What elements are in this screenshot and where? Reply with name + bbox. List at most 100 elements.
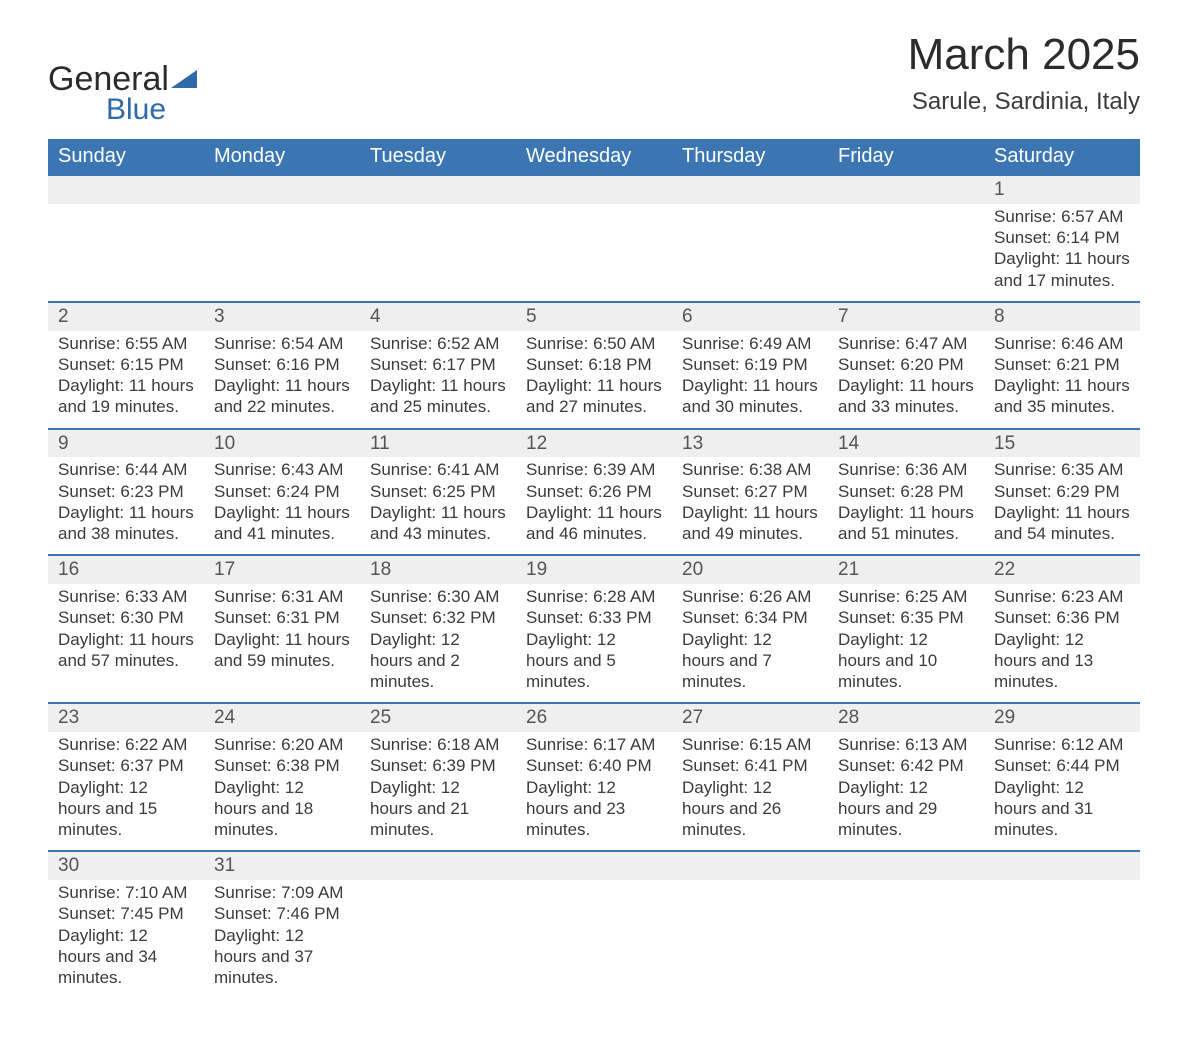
day-cell: Sunrise: 6:15 AMSunset: 6:41 PMDaylight:… (672, 732, 828, 851)
day-cell: Sunrise: 6:35 AMSunset: 6:29 PMDaylight:… (984, 457, 1140, 555)
day-number-cell: 17 (204, 555, 360, 584)
daylight-text: Daylight: 12 hours and 18 minutes. (214, 777, 350, 841)
day-cell: Sunrise: 6:12 AMSunset: 6:44 PMDaylight:… (984, 732, 1140, 851)
week-body-row: Sunrise: 6:33 AMSunset: 6:30 PMDaylight:… (48, 584, 1140, 703)
day-number-cell: 14 (828, 429, 984, 458)
sunrise-text: Sunrise: 6:23 AM (994, 586, 1130, 607)
day-number-cell: 28 (828, 703, 984, 732)
week-body-row: Sunrise: 6:57 AMSunset: 6:14 PMDaylight:… (48, 204, 1140, 302)
day-cell (828, 880, 984, 998)
week-body-row: Sunrise: 6:22 AMSunset: 6:37 PMDaylight:… (48, 732, 1140, 851)
day-number-cell: 2 (48, 302, 204, 331)
week-daynum-row: 9101112131415 (48, 429, 1140, 458)
month-title: March 2025 (908, 30, 1140, 80)
day-cell: Sunrise: 6:36 AMSunset: 6:28 PMDaylight:… (828, 457, 984, 555)
day-number-cell: 4 (360, 302, 516, 331)
daylight-text: Daylight: 12 hours and 21 minutes. (370, 777, 506, 841)
day-number-cell (360, 851, 516, 880)
day-number-cell (672, 175, 828, 204)
sunrise-text: Sunrise: 6:33 AM (58, 586, 194, 607)
day-number-cell: 16 (48, 555, 204, 584)
daylight-text: Daylight: 11 hours and 35 minutes. (994, 375, 1130, 418)
sunset-text: Sunset: 7:46 PM (214, 903, 350, 924)
sunrise-text: Sunrise: 6:57 AM (994, 206, 1130, 227)
day-cell: Sunrise: 6:26 AMSunset: 6:34 PMDaylight:… (672, 584, 828, 703)
daylight-text: Daylight: 12 hours and 31 minutes. (994, 777, 1130, 841)
sunset-text: Sunset: 6:28 PM (838, 481, 974, 502)
week-daynum-row: 23242526272829 (48, 703, 1140, 732)
week-daynum-row: 2345678 (48, 302, 1140, 331)
sunset-text: Sunset: 6:39 PM (370, 755, 506, 776)
sunset-text: Sunset: 6:26 PM (526, 481, 662, 502)
sunset-text: Sunset: 6:16 PM (214, 354, 350, 375)
sunrise-text: Sunrise: 6:35 AM (994, 459, 1130, 480)
day-cell: Sunrise: 6:23 AMSunset: 6:36 PMDaylight:… (984, 584, 1140, 703)
page-header: General Blue March 2025 Sarule, Sardinia… (48, 30, 1140, 127)
day-number-cell: 1 (984, 175, 1140, 204)
sunrise-text: Sunrise: 6:44 AM (58, 459, 194, 480)
sunset-text: Sunset: 6:37 PM (58, 755, 194, 776)
sunrise-text: Sunrise: 6:46 AM (994, 333, 1130, 354)
calendar-header-row: Sunday Monday Tuesday Wednesday Thursday… (48, 139, 1140, 175)
weekday-header: Saturday (984, 139, 1140, 175)
daylight-text: Daylight: 11 hours and 59 minutes. (214, 629, 350, 672)
day-number-cell: 22 (984, 555, 1140, 584)
sunrise-text: Sunrise: 6:41 AM (370, 459, 506, 480)
logo-blue-text: Blue (106, 93, 197, 127)
brand-logo: General Blue (48, 60, 197, 127)
sunset-text: Sunset: 6:35 PM (838, 607, 974, 628)
sunset-text: Sunset: 6:20 PM (838, 354, 974, 375)
sunset-text: Sunset: 6:14 PM (994, 227, 1130, 248)
daylight-text: Daylight: 11 hours and 17 minutes. (994, 248, 1130, 291)
sunrise-text: Sunrise: 6:47 AM (838, 333, 974, 354)
day-cell (984, 880, 1140, 998)
weekday-header: Tuesday (360, 139, 516, 175)
day-number-cell: 15 (984, 429, 1140, 458)
sunset-text: Sunset: 6:23 PM (58, 481, 194, 502)
sunrise-text: Sunrise: 6:39 AM (526, 459, 662, 480)
daylight-text: Daylight: 11 hours and 19 minutes. (58, 375, 194, 418)
day-number-cell: 6 (672, 302, 828, 331)
day-cell: Sunrise: 6:57 AMSunset: 6:14 PMDaylight:… (984, 204, 1140, 302)
day-number-cell: 7 (828, 302, 984, 331)
daylight-text: Daylight: 11 hours and 57 minutes. (58, 629, 194, 672)
day-cell: Sunrise: 6:18 AMSunset: 6:39 PMDaylight:… (360, 732, 516, 851)
day-cell: Sunrise: 6:22 AMSunset: 6:37 PMDaylight:… (48, 732, 204, 851)
day-number-cell (984, 851, 1140, 880)
sunset-text: Sunset: 6:19 PM (682, 354, 818, 375)
sunrise-text: Sunrise: 6:43 AM (214, 459, 350, 480)
logo-triangle-icon (171, 70, 197, 88)
day-number-cell: 21 (828, 555, 984, 584)
day-cell: Sunrise: 6:41 AMSunset: 6:25 PMDaylight:… (360, 457, 516, 555)
day-number-cell: 19 (516, 555, 672, 584)
sunrise-text: Sunrise: 6:50 AM (526, 333, 662, 354)
weekday-header: Thursday (672, 139, 828, 175)
day-cell (516, 204, 672, 302)
daylight-text: Daylight: 11 hours and 51 minutes. (838, 502, 974, 545)
day-number-cell (828, 175, 984, 204)
sunset-text: Sunset: 6:33 PM (526, 607, 662, 628)
day-number-cell: 11 (360, 429, 516, 458)
daylight-text: Daylight: 11 hours and 22 minutes. (214, 375, 350, 418)
sunset-text: Sunset: 6:40 PM (526, 755, 662, 776)
day-cell: Sunrise: 6:43 AMSunset: 6:24 PMDaylight:… (204, 457, 360, 555)
sunrise-text: Sunrise: 6:13 AM (838, 734, 974, 755)
day-cell: Sunrise: 6:30 AMSunset: 6:32 PMDaylight:… (360, 584, 516, 703)
sunset-text: Sunset: 6:30 PM (58, 607, 194, 628)
day-number-cell (828, 851, 984, 880)
day-cell (360, 204, 516, 302)
sunrise-text: Sunrise: 6:28 AM (526, 586, 662, 607)
daylight-text: Daylight: 11 hours and 43 minutes. (370, 502, 506, 545)
day-cell: Sunrise: 6:33 AMSunset: 6:30 PMDaylight:… (48, 584, 204, 703)
day-number-cell (516, 175, 672, 204)
daylight-text: Daylight: 12 hours and 13 minutes. (994, 629, 1130, 693)
daylight-text: Daylight: 11 hours and 33 minutes. (838, 375, 974, 418)
day-number-cell: 5 (516, 302, 672, 331)
day-cell (204, 204, 360, 302)
week-body-row: Sunrise: 7:10 AMSunset: 7:45 PMDaylight:… (48, 880, 1140, 998)
daylight-text: Daylight: 11 hours and 54 minutes. (994, 502, 1130, 545)
sunrise-text: Sunrise: 6:15 AM (682, 734, 818, 755)
sunset-text: Sunset: 6:15 PM (58, 354, 194, 375)
day-cell (48, 204, 204, 302)
week-daynum-row: 3031 (48, 851, 1140, 880)
